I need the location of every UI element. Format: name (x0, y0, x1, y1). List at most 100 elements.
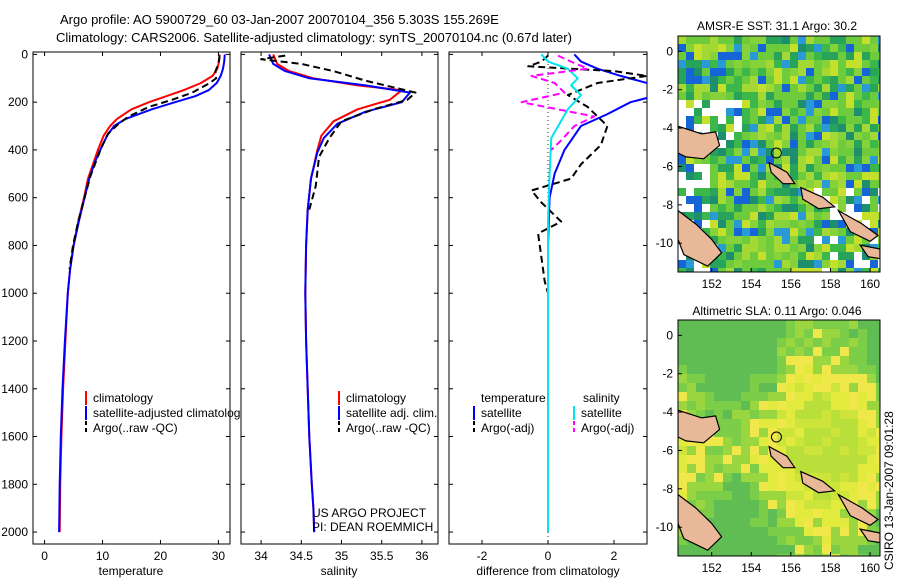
map-cell (830, 228, 839, 237)
series-line-salinity-satellite (540, 53, 582, 533)
map-cell (696, 383, 706, 393)
map-cell (759, 356, 769, 366)
series-line-salinity-argo-adj- (520, 54, 596, 151)
map-cell (870, 108, 879, 117)
map-cell (777, 500, 787, 510)
map-cell (870, 268, 879, 272)
map-cell (678, 60, 687, 69)
map-cell (798, 68, 807, 77)
map-cell (723, 365, 733, 375)
map-cell (768, 518, 778, 528)
map-cell (870, 68, 879, 77)
map-cell (878, 228, 880, 237)
map-cell (878, 36, 880, 45)
map-cell (854, 92, 863, 101)
map-cell (790, 220, 799, 229)
map-cell (867, 347, 877, 357)
map-cell (678, 156, 687, 165)
map-cell (714, 329, 724, 339)
map-cell (858, 536, 868, 546)
map-cell (705, 446, 715, 456)
map-cell (732, 329, 742, 339)
map-cell (777, 446, 787, 456)
map-cell (734, 124, 743, 133)
map-cell (741, 554, 751, 556)
map-cell (766, 252, 775, 261)
map-cell (840, 491, 850, 501)
map-cell (862, 204, 871, 213)
map-cell (768, 365, 778, 375)
map-cell (694, 84, 703, 93)
map-cell (696, 401, 706, 411)
map-cell (854, 164, 863, 173)
map-cell (678, 473, 688, 483)
map-cell (838, 116, 847, 125)
map-cell (858, 410, 868, 420)
map-cell (822, 92, 831, 101)
map-cell (705, 329, 715, 339)
land-mass (678, 409, 721, 444)
map-cell (714, 401, 724, 411)
map-cell (849, 401, 859, 411)
map-cell (814, 172, 823, 181)
map-cell (750, 374, 760, 384)
map-cell (750, 347, 760, 357)
map-cell (858, 554, 868, 556)
map-cell (806, 116, 815, 125)
map-cell (766, 116, 775, 125)
map-cell (750, 500, 760, 510)
map-cell (831, 338, 841, 348)
x-tick-label: 156 (781, 561, 801, 575)
map-cell (766, 260, 775, 269)
map-cell (831, 392, 841, 402)
map-cell (795, 401, 805, 411)
map-cell (696, 464, 706, 474)
y-tick-label: -6 (662, 443, 673, 457)
map-cell (710, 180, 719, 189)
map-cell (867, 437, 877, 447)
map-cell (694, 52, 703, 61)
map-cell (734, 268, 743, 272)
map-cell (758, 92, 767, 101)
map-cell (846, 132, 855, 141)
map-cell (822, 36, 831, 45)
map-cell (741, 464, 751, 474)
map-cell (782, 148, 791, 157)
map-cell (813, 464, 823, 474)
map-cell (867, 428, 877, 438)
map-cell (714, 554, 724, 556)
map-cell (732, 527, 742, 537)
map-cell (876, 428, 880, 438)
map-cell (734, 52, 743, 61)
map-cell (798, 148, 807, 157)
map-cell (838, 204, 847, 213)
map-cell (830, 196, 839, 205)
map-cell (714, 320, 724, 330)
map-cell (734, 68, 743, 77)
map-cell (831, 419, 841, 429)
map-cell (777, 527, 787, 537)
map-cell (831, 374, 841, 384)
map-cell (813, 437, 823, 447)
map-cell (795, 338, 805, 348)
map-cell (878, 116, 880, 125)
legend-header-temperature: temperature (481, 391, 546, 405)
map-cell (696, 455, 706, 465)
map-cell (830, 116, 839, 125)
map-cell (723, 347, 733, 357)
map-cell (867, 500, 877, 510)
map-cell (777, 338, 787, 348)
map-cell (742, 100, 751, 109)
map-cell (732, 446, 742, 456)
map-cell (694, 60, 703, 69)
map-cell (723, 401, 733, 411)
legend-header-salinity: salinity (583, 391, 620, 405)
argo-float-marker (770, 431, 782, 443)
map-cell (714, 392, 724, 402)
map-cell (774, 268, 783, 272)
map-cell (742, 84, 751, 93)
map-cell (687, 356, 697, 366)
map-cell (732, 464, 742, 474)
map-cell (758, 148, 767, 157)
map-cell (786, 401, 796, 411)
